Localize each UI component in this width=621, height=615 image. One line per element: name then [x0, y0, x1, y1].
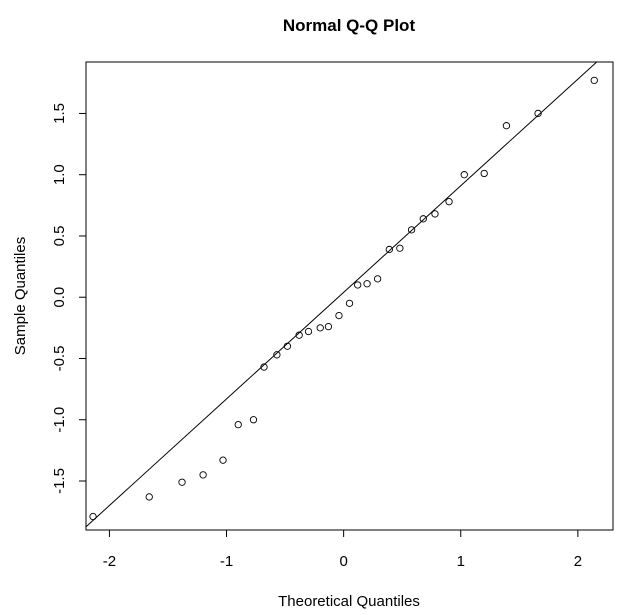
- points-layer: [89, 76, 598, 521]
- y-axis-label: Sample Quantiles: [12, 237, 29, 355]
- data-point: [419, 215, 427, 223]
- x-axis: -2 -1 0 1 2: [103, 529, 582, 570]
- data-point: [590, 76, 598, 85]
- data-point: [249, 416, 258, 424]
- data-point: [345, 299, 354, 308]
- x-tick-label: 1: [457, 553, 465, 570]
- data-point: [480, 169, 488, 178]
- y-tick-label: 0.0: [51, 287, 68, 308]
- data-point: [145, 493, 153, 501]
- data-point: [431, 210, 439, 218]
- data-point: [534, 109, 542, 118]
- y-tick-label: -1.5: [51, 468, 68, 494]
- data-point: [199, 471, 207, 479]
- data-point: [283, 342, 292, 350]
- data-point: [354, 281, 362, 289]
- y-axis: -1.5 -1.0 -0.5 0.0 0.5 1.0 1.5: [51, 103, 87, 494]
- y-tick-label: 1.0: [51, 164, 68, 185]
- data-point: [396, 244, 404, 252]
- chart-title: Normal Q-Q Plot: [283, 16, 416, 35]
- data-point: [260, 363, 268, 371]
- data-point: [316, 324, 324, 332]
- data-point: [219, 456, 227, 464]
- y-tick-label: -1.0: [51, 407, 68, 433]
- x-tick-label: -2: [103, 553, 116, 570]
- x-axis-label: Theoretical Quantiles: [278, 593, 420, 610]
- data-point: [385, 245, 393, 254]
- y-tick-label: -0.5: [51, 346, 68, 372]
- data-point: [234, 420, 242, 429]
- y-tick-label: 1.5: [51, 103, 68, 124]
- data-point: [295, 331, 303, 339]
- data-point: [324, 322, 333, 331]
- x-tick-label: -1: [220, 553, 233, 570]
- x-tick-label: 0: [339, 553, 347, 570]
- data-point: [407, 226, 416, 234]
- data-point: [335, 311, 343, 320]
- plot-frame: [85, 61, 614, 531]
- data-point: [363, 280, 371, 288]
- data-point: [460, 171, 468, 179]
- data-point: [502, 122, 511, 130]
- data-point: [373, 275, 382, 283]
- data-point: [445, 198, 453, 206]
- x-tick-label: 2: [574, 553, 582, 570]
- data-point: [178, 478, 186, 486]
- data-point: [89, 512, 97, 521]
- data-point: [304, 327, 313, 336]
- y-tick-label: 0.5: [51, 226, 68, 247]
- data-point: [273, 351, 281, 359]
